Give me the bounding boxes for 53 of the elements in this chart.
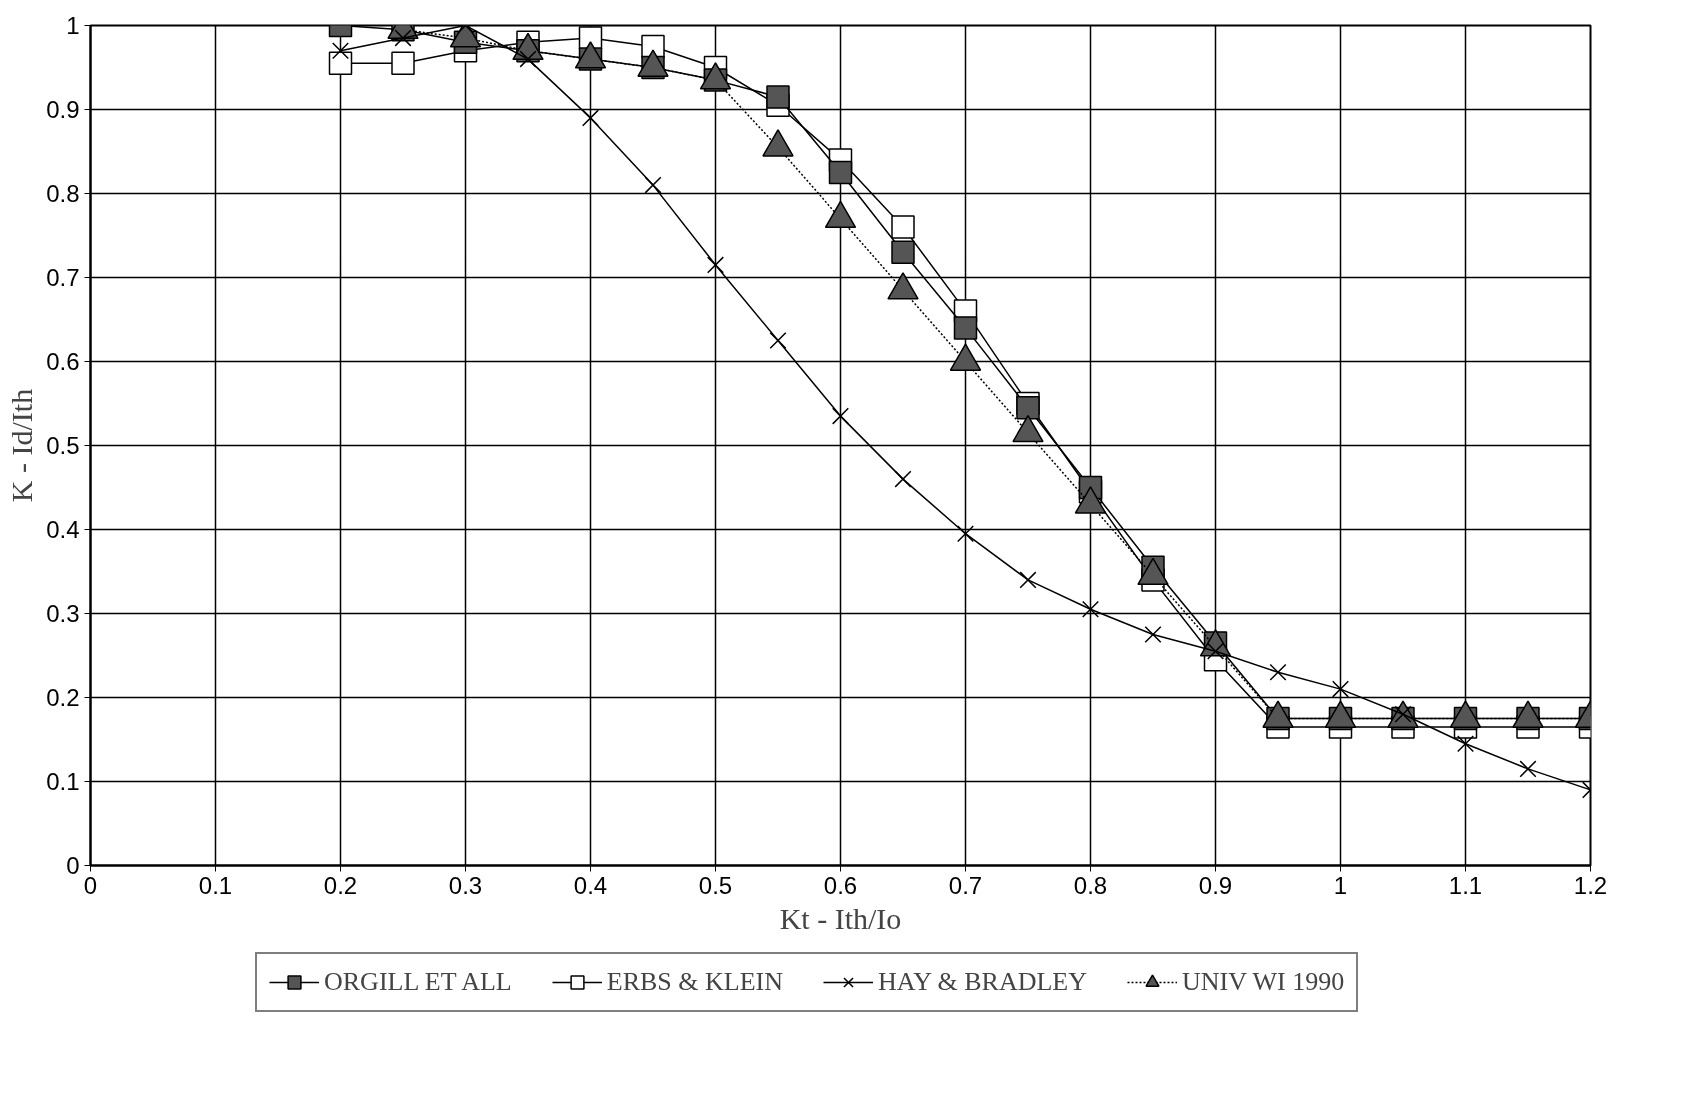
point [766, 85, 790, 109]
y-tick-label: 0.5 [46, 432, 80, 459]
point [1331, 680, 1350, 698]
point [581, 109, 600, 127]
point [394, 29, 412, 47]
x-tick-label: 0.4 [573, 871, 608, 899]
x-tick-label: 0.9 [1198, 871, 1233, 899]
x-tick-label: 1.2 [1573, 871, 1608, 899]
point [644, 176, 662, 194]
x-tick-label: 0.1 [198, 871, 233, 899]
point [1144, 625, 1162, 644]
x-axis-title: Kt - Ith/Io [779, 901, 902, 935]
point [956, 525, 975, 543]
y-tick-label: 0.4 [46, 516, 80, 543]
x-tick-label: 0.3 [448, 871, 483, 899]
legend-label: ERBS & KLEIN [606, 967, 783, 997]
y-tick-label: 0.8 [46, 180, 80, 207]
point [828, 160, 853, 185]
legend-label: HAY & BRADLEY [878, 967, 1087, 997]
point [391, 51, 415, 76]
x-tick-label: 0.8 [1073, 871, 1108, 899]
point [891, 215, 915, 239]
point [831, 407, 850, 425]
y-tick-label: 0.3 [46, 600, 80, 627]
point [328, 51, 353, 76]
point [1456, 735, 1475, 753]
legend-label: UNIV WI 1990 [1181, 967, 1345, 997]
point [769, 331, 787, 350]
point [894, 470, 912, 488]
point [1269, 663, 1287, 681]
point [891, 240, 915, 265]
y-tick-label: 0 [66, 852, 80, 879]
point [706, 256, 725, 274]
point [1019, 571, 1037, 589]
y-tick-label: 0.7 [46, 264, 80, 291]
y-tick-label: 1 [66, 12, 80, 39]
point [953, 316, 978, 340]
x-tick-label: 1 [1333, 871, 1348, 899]
x-tick-label: 1.1 [1448, 871, 1483, 899]
x-tick-label: 0.6 [823, 871, 858, 899]
point [1081, 600, 1100, 618]
x-tick-label: 0 [83, 871, 98, 899]
y-axis-title: K - Id/Ith [5, 388, 39, 503]
legend-label: ORGILL ET ALL [324, 967, 512, 997]
y-tick-label: 0.1 [46, 768, 80, 795]
point [331, 42, 350, 60]
point [1519, 760, 1537, 778]
y-tick-label: 0.9 [46, 96, 80, 123]
y-tick-label: 0.6 [46, 348, 80, 375]
x-tick-label: 0.7 [948, 871, 983, 899]
x-tick-label: 0.2 [323, 871, 358, 899]
y-tick-label: 0.2 [46, 684, 80, 711]
x-tick-label: 0.5 [698, 871, 733, 899]
